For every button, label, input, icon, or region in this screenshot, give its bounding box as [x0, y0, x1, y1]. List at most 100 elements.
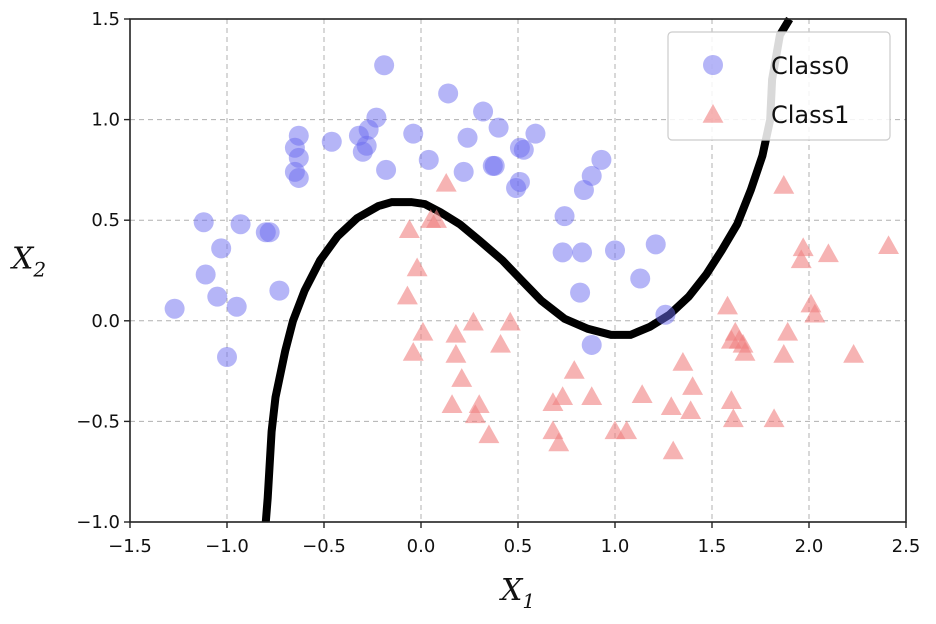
x-tick-label: 1.0 — [601, 536, 630, 557]
y-tick-label: 1.0 — [91, 110, 120, 131]
data-point-class1 — [464, 404, 486, 424]
data-point-class1 — [722, 408, 744, 428]
data-point-class0 — [288, 167, 309, 188]
data-point-class1 — [412, 321, 434, 341]
data-point-class1 — [445, 344, 467, 363]
data-point-class0 — [506, 178, 527, 199]
legend-label-class1: Class1 — [771, 101, 849, 129]
legend-marker-class0 — [703, 55, 723, 75]
data-point-class1 — [499, 311, 521, 331]
data-point-class1 — [396, 285, 418, 305]
x-tick-label: 0.5 — [504, 536, 533, 557]
data-point-class0 — [572, 242, 593, 263]
data-point-class0 — [581, 334, 602, 355]
data-point-class1 — [790, 249, 812, 269]
x-tick-label: 1.5 — [698, 536, 727, 557]
data-point-class1 — [817, 243, 839, 263]
x-axis-label: X1 — [499, 573, 535, 613]
data-point-class0 — [403, 123, 424, 144]
data-point-class0 — [226, 296, 247, 317]
data-point-class1 — [843, 344, 865, 363]
data-point-class1 — [680, 400, 702, 420]
x-tick-label: −0.5 — [302, 536, 346, 557]
y-axis-label: X2 — [10, 242, 46, 282]
x-tick-label: −1.0 — [205, 536, 249, 557]
data-point-class1 — [426, 209, 447, 228]
data-point-class1 — [398, 219, 420, 238]
data-point-class1 — [792, 237, 814, 257]
y-tick-label: −0.5 — [76, 411, 120, 432]
x-axis-label-main: X — [499, 573, 524, 608]
legend-label-class0: Class0 — [771, 52, 849, 80]
data-point-class1 — [800, 293, 822, 313]
data-point-class0 — [482, 155, 503, 176]
data-point-class0 — [630, 268, 651, 289]
data-point-class1 — [478, 424, 500, 444]
data-point-class0 — [552, 242, 573, 263]
data-point-class0 — [259, 222, 280, 243]
data-point-class1 — [552, 386, 574, 405]
y-tick-label: 0.5 — [91, 210, 120, 231]
y-tick-label: 0.0 — [91, 311, 120, 332]
data-point-class0 — [645, 234, 666, 255]
x-tick-label: 2.0 — [795, 536, 824, 557]
ticks: −1.5 −1.0 −0.5 0.0 0.5 1.0 1.5 2.0 2.5 −1.0 −0.5 0.… — [76, 9, 920, 557]
data-point-class1 — [402, 341, 424, 361]
y-axis-label-subscript: 2 — [32, 258, 46, 282]
x-tick-label: −1.5 — [108, 536, 152, 557]
data-point-class0 — [217, 347, 237, 368]
data-point-class0 — [195, 264, 216, 285]
y-axis-label-main: X — [10, 242, 35, 277]
data-point-class1 — [631, 384, 653, 403]
data-point-class1 — [441, 394, 463, 414]
data-point-class1 — [542, 392, 564, 411]
data-point-class1 — [581, 386, 603, 405]
data-point-class1 — [777, 321, 799, 341]
data-point-class0 — [554, 206, 575, 227]
data-point-class0 — [655, 304, 676, 325]
data-point-class1 — [462, 311, 484, 331]
data-point-class1 — [672, 352, 694, 371]
data-point-class0 — [418, 149, 439, 170]
data-point-class0 — [207, 286, 228, 307]
data-point-class1 — [563, 360, 585, 379]
data-point-class0 — [193, 212, 214, 233]
x-axis-label-subscript: 1 — [522, 589, 535, 613]
data-point-class0 — [230, 214, 251, 235]
data-point-class1 — [773, 174, 795, 194]
y-tick-label: −1.0 — [76, 512, 120, 533]
points-layer — [164, 55, 899, 460]
data-point-class1 — [451, 368, 473, 387]
data-point-class0 — [321, 131, 342, 152]
legend: Class0 Class1 — [667, 31, 891, 141]
data-point-class0 — [509, 137, 530, 158]
data-point-class1 — [720, 390, 742, 409]
data-point-class1 — [445, 323, 467, 343]
data-point-class1 — [717, 295, 738, 315]
data-point-class0 — [573, 180, 594, 201]
data-point-class0 — [438, 83, 459, 104]
data-point-class1 — [734, 341, 756, 361]
data-point-class0 — [488, 117, 509, 138]
data-point-class0 — [453, 161, 474, 182]
data-point-class0 — [269, 280, 290, 301]
data-point-class1 — [662, 440, 684, 460]
data-point-class0 — [211, 238, 232, 259]
data-point-class1 — [878, 235, 899, 255]
data-point-class0 — [457, 127, 478, 148]
decision-boundary-layer — [261, 16, 794, 523]
x-tick-label: 0.0 — [407, 536, 436, 557]
data-point-class1 — [490, 333, 511, 353]
data-point-class0 — [374, 55, 395, 76]
data-point-class1 — [660, 396, 682, 416]
data-point-class0 — [525, 123, 546, 144]
data-point-class1 — [406, 257, 428, 277]
data-point-class1 — [804, 303, 826, 323]
data-point-class1 — [548, 432, 570, 452]
data-point-class1 — [773, 344, 795, 363]
data-point-class1 — [616, 420, 638, 440]
data-point-class0 — [376, 159, 397, 180]
data-point-class0 — [352, 141, 373, 162]
legend-marker-class1 — [702, 104, 724, 123]
data-point-class0 — [570, 282, 591, 303]
